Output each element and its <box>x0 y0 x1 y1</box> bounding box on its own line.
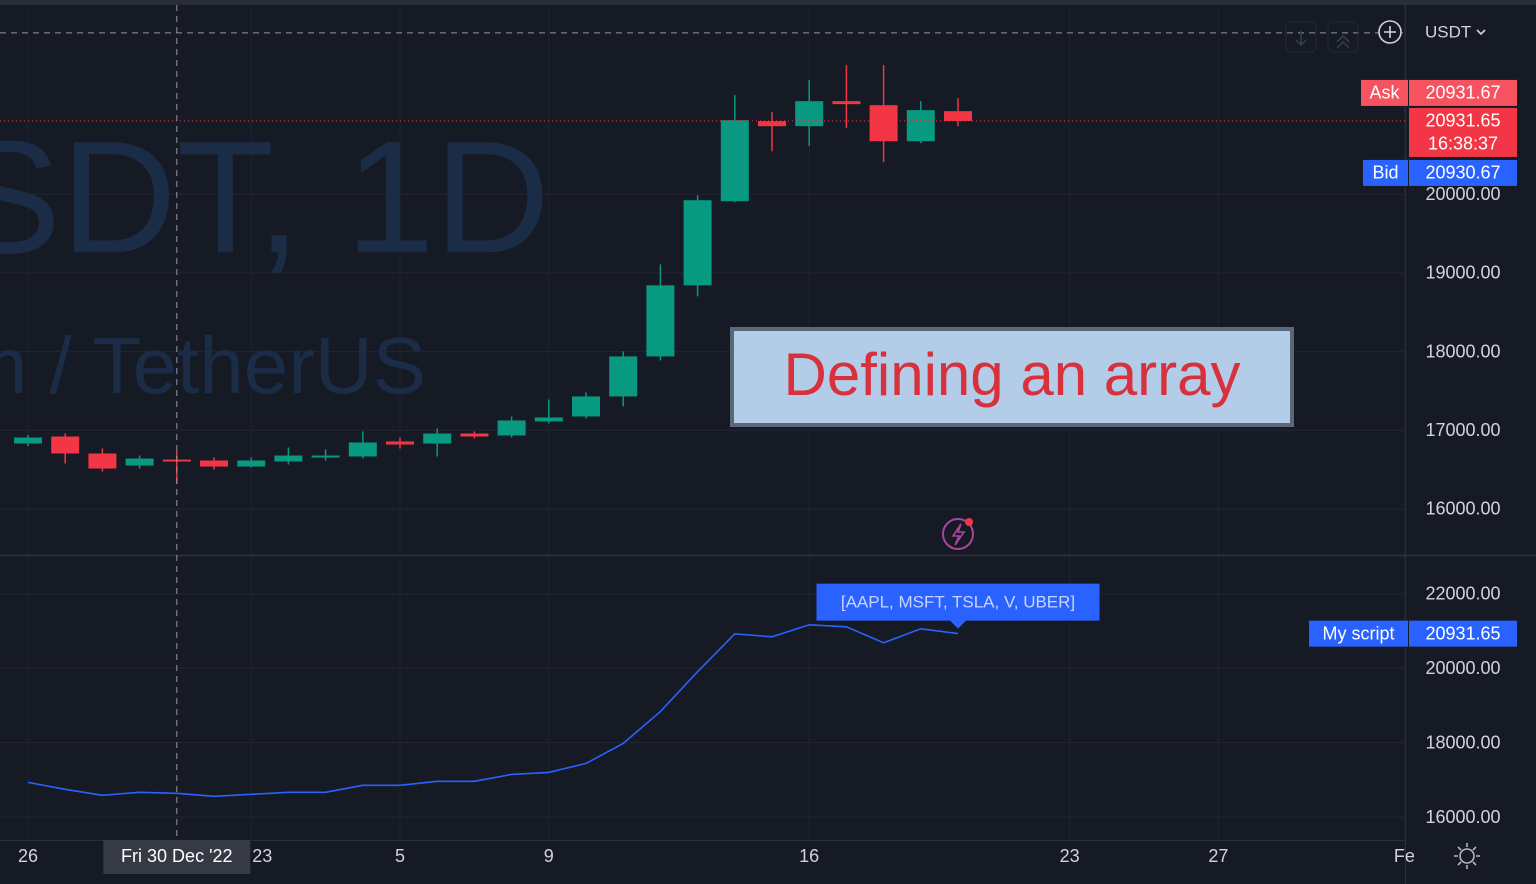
candle-body <box>869 105 898 142</box>
candle-body <box>200 460 228 467</box>
candle-body <box>237 460 266 467</box>
candle-body <box>534 417 563 422</box>
ask-label-box <box>1361 79 1408 106</box>
x-tick-label: 23 <box>1060 846 1080 866</box>
x-tick-label: 16 <box>799 846 819 866</box>
candle-body <box>497 420 526 436</box>
plot-layer <box>0 32 1405 798</box>
x-tick-label: 5 <box>395 846 405 866</box>
y-tick-label: 18000.00 <box>1425 732 1500 752</box>
scroll-down-button[interactable] <box>1285 21 1317 53</box>
bid-value-box <box>1409 159 1517 186</box>
candle-body <box>944 111 972 121</box>
candle-body <box>906 110 935 142</box>
script-label-text: [AAPL, MSFT, TSLA, V, UBER] <box>841 593 1075 612</box>
candle-body <box>386 441 414 445</box>
last-price-box <box>1409 107 1517 157</box>
series-name: My script <box>1323 623 1395 643</box>
series-last-value: 20931.65 <box>1425 623 1500 643</box>
series-name-box <box>1309 620 1408 647</box>
overlay-layer: 20931.65 16:38:37 Ask 20931.67 Bid 20930.67 My… <box>103 5 1517 874</box>
indicator-pane <box>27 623 959 798</box>
x-tick-label: 9 <box>544 846 554 866</box>
candle-body <box>274 455 303 462</box>
crosshair-time-box <box>103 840 251 874</box>
bid-label: Bid <box>1372 163 1398 183</box>
candle-body <box>646 285 675 357</box>
annotation-box <box>730 327 1294 427</box>
candle-body <box>683 200 712 286</box>
x-tick-label: 27 <box>1208 846 1228 866</box>
x-tick-label: 23 <box>252 846 272 866</box>
price-pane <box>0 32 1405 484</box>
y-tick-label: 20000.00 <box>1425 658 1500 678</box>
candle-body <box>572 396 600 417</box>
ask-value-box <box>1409 79 1517 106</box>
bid-label-box <box>1363 159 1408 186</box>
candle-body <box>795 101 824 127</box>
toolbar-icons[interactable] <box>1285 20 1402 53</box>
currency-chevron[interactable] <box>1476 29 1486 36</box>
y-tick-label: 22000.00 <box>1425 584 1500 604</box>
candle-body <box>758 121 786 127</box>
annotation-text: Defining an array <box>784 341 1241 408</box>
y-tick-label: 16000.00 <box>1425 499 1500 519</box>
candle-body <box>720 120 749 202</box>
candle-body <box>125 458 154 466</box>
candle-body <box>609 356 638 397</box>
candle-body <box>460 433 489 437</box>
ask-value: 20931.67 <box>1425 83 1500 103</box>
script-label-box <box>816 583 1100 629</box>
series-last-value-box <box>1409 620 1517 647</box>
watermark-symbol: USDT, 1D <box>0 107 550 286</box>
bid-value: 20930.67 <box>1425 163 1500 183</box>
last-price-label: 20931.65 <box>1425 111 1500 131</box>
y-tick-label: 18000.00 <box>1425 341 1500 361</box>
currency-selector[interactable]: USDT <box>1425 22 1471 41</box>
indicator-line <box>27 623 959 798</box>
y-tick-label: 16000.00 <box>1425 807 1500 827</box>
countdown-label: 16:38:37 <box>1428 134 1498 154</box>
candle-body <box>14 437 42 444</box>
scroll-up-button[interactable] <box>1327 21 1359 53</box>
y-tick-label: 20000.00 <box>1425 184 1500 204</box>
candle-body <box>832 101 861 105</box>
y-tick-label: 19000.00 <box>1425 263 1500 283</box>
x-tick-label: Fe <box>1394 846 1415 866</box>
crosshair-time-label: Fri 30 Dec '22 <box>121 846 232 866</box>
watermark-description: m / TetherUS <box>0 321 426 410</box>
candle-body <box>348 442 377 457</box>
ask-label: Ask <box>1369 83 1400 103</box>
candle-body <box>88 453 117 469</box>
settings-icon[interactable] <box>1454 843 1480 869</box>
candle-body <box>311 455 340 458</box>
candle-body <box>423 433 452 444</box>
top-border <box>0 0 1536 5</box>
y-tick-label: 17000.00 <box>1425 420 1500 440</box>
alert-icon <box>942 518 974 550</box>
x-tick-label: 26 <box>18 846 38 866</box>
candle-body <box>51 436 80 454</box>
